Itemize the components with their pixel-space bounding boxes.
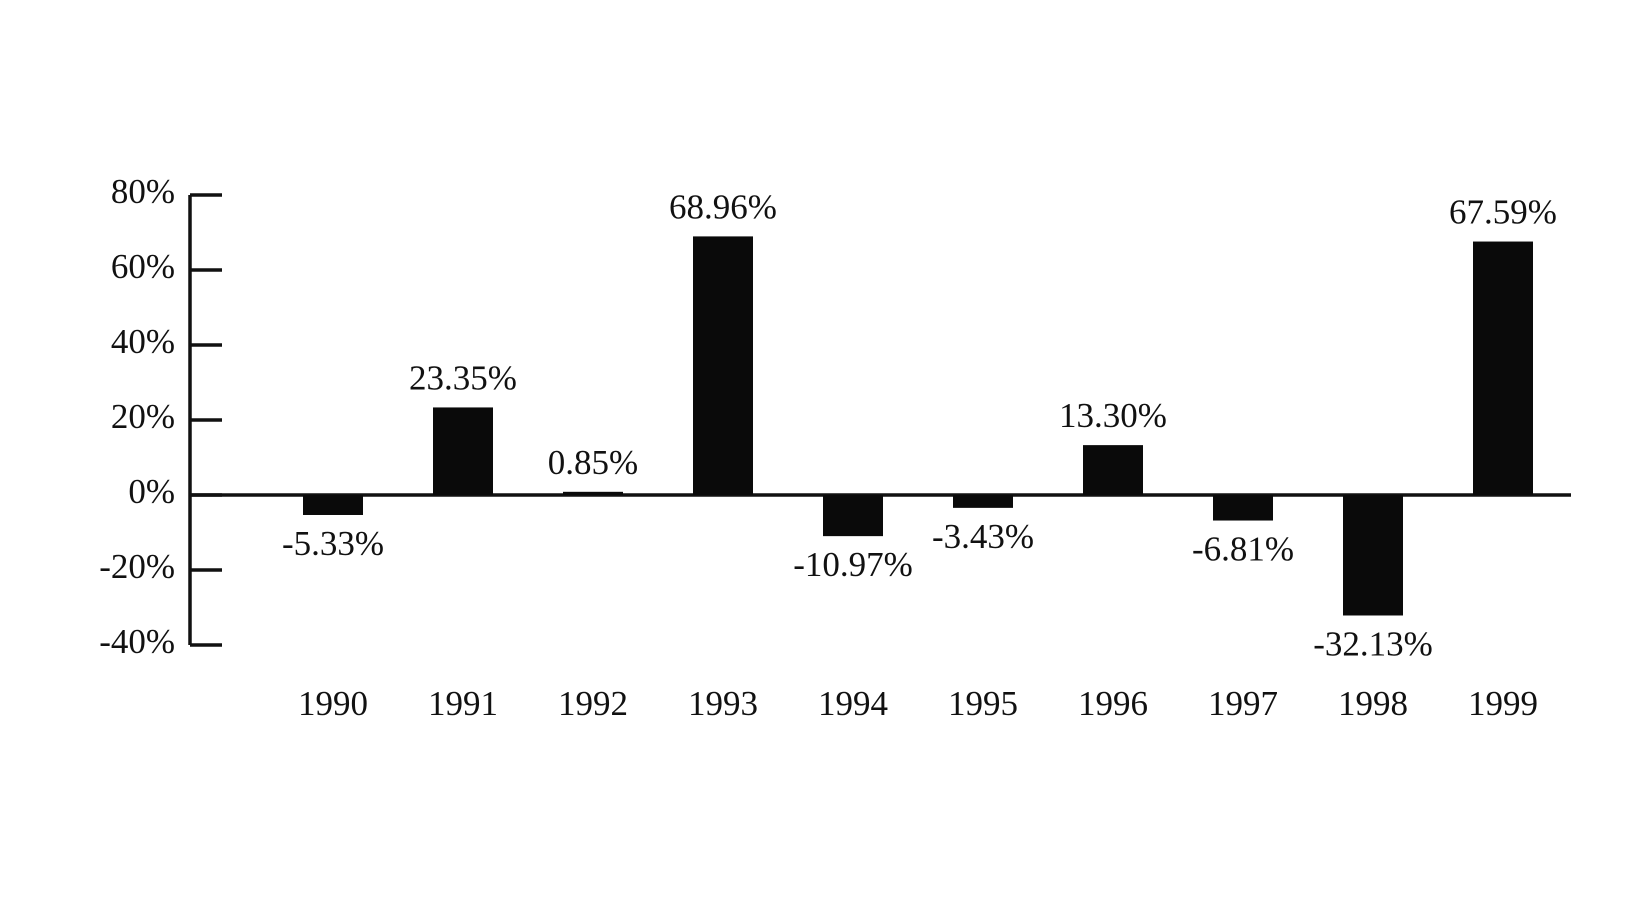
bar (1213, 495, 1273, 521)
bar (1343, 495, 1403, 616)
value-label: -3.43% (932, 517, 1034, 556)
bar (823, 495, 883, 537)
value-label: 67.59% (1449, 193, 1557, 232)
value-label: 0.85% (548, 443, 638, 482)
value-label: 68.96% (669, 187, 777, 226)
x-tick-label: 1993 (688, 684, 758, 723)
y-tick-label: -40% (99, 622, 175, 661)
y-tick-label: 20% (111, 397, 175, 436)
value-label: -32.13% (1313, 625, 1433, 664)
y-tick-label: 60% (111, 247, 175, 286)
y-tick-label: 80% (111, 172, 175, 211)
value-label: -5.33% (282, 524, 384, 563)
bar (953, 495, 1013, 508)
value-label: 23.35% (409, 358, 517, 397)
bar (303, 495, 363, 515)
value-label: -10.97% (793, 545, 913, 584)
y-tick-label: -20% (99, 547, 175, 586)
x-tick-label: 1997 (1208, 684, 1278, 723)
x-tick-label: 1991 (428, 684, 498, 723)
x-tick-label: 1995 (948, 684, 1018, 723)
x-tick-label: 1996 (1078, 684, 1148, 723)
bar (563, 491, 623, 495)
bar (1473, 241, 1533, 495)
x-tick-label: 1998 (1338, 684, 1408, 723)
x-tick-label: 1999 (1468, 684, 1538, 723)
x-tick-label: 1990 (298, 684, 368, 723)
y-tick-label: 40% (111, 322, 175, 361)
x-tick-label: 1994 (818, 684, 888, 723)
bar (1083, 445, 1143, 495)
value-label: 13.30% (1059, 396, 1167, 435)
y-tick-label: 0% (128, 472, 175, 511)
bar (433, 407, 493, 495)
bar (693, 236, 753, 495)
x-tick-label: 1992 (558, 684, 628, 723)
value-label: -6.81% (1192, 530, 1294, 569)
